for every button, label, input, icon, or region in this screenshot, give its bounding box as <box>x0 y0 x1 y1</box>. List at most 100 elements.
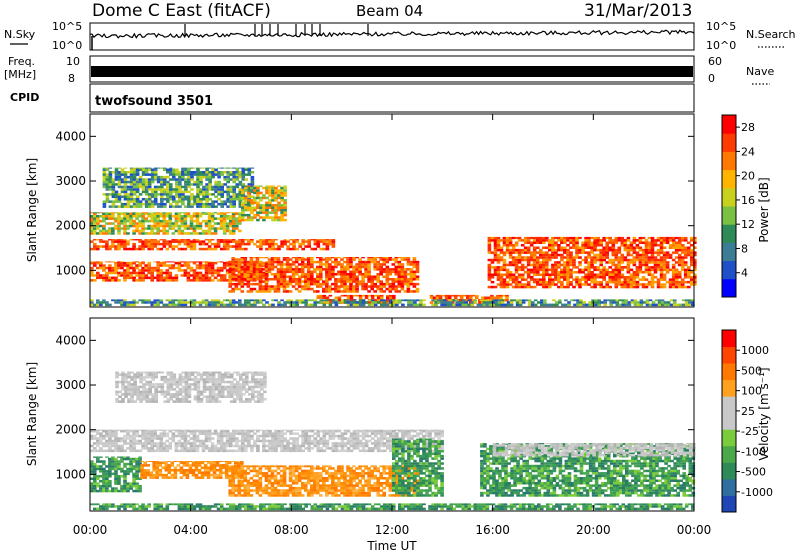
nsky-strip: N.Sky 10^5 10^0 10^5 10^0 N.Search <box>4 20 796 52</box>
echo-cell <box>195 219 200 223</box>
echo-cell <box>123 245 127 248</box>
echo-cell <box>105 229 109 233</box>
echo-cell <box>93 239 97 241</box>
echo-cell <box>279 260 284 264</box>
echo-cell <box>235 227 239 230</box>
echo-cell <box>280 216 284 219</box>
echo-cell <box>555 303 559 307</box>
echo-cell <box>391 280 396 283</box>
echo-cell <box>222 429 227 433</box>
echo-cell <box>656 280 661 284</box>
echo-cell <box>279 278 284 281</box>
echo-cell <box>524 299 529 302</box>
echo-cell <box>285 257 290 259</box>
echo-cell <box>219 215 224 218</box>
echo-cell <box>180 303 185 307</box>
echo-cell <box>520 276 525 279</box>
echo-cell <box>225 444 230 448</box>
echo-cell <box>599 271 603 274</box>
echo-cell <box>102 200 107 203</box>
echo-cell <box>614 266 619 269</box>
echo-cell <box>222 229 227 233</box>
echo-cell <box>207 247 212 251</box>
echo-cell <box>490 273 495 276</box>
echo-cell <box>186 439 191 443</box>
echo-cell <box>132 271 136 275</box>
echo-cell <box>102 183 107 186</box>
echo-cell <box>208 183 212 186</box>
echo-cell <box>129 447 133 450</box>
echo-cell <box>493 236 498 240</box>
echo-cell <box>189 232 194 235</box>
echo-cell <box>250 188 255 191</box>
echo-cell <box>310 275 314 278</box>
echo-cell <box>599 256 603 259</box>
echo-cell <box>205 190 209 194</box>
echo-cell <box>150 175 155 179</box>
echo-cell <box>147 227 151 230</box>
echo-cell <box>599 268 603 272</box>
echo-cell <box>132 193 137 196</box>
echo-cell <box>108 429 112 433</box>
echo-cell <box>545 236 549 240</box>
echo-cell <box>596 283 600 286</box>
echo-cell <box>229 173 233 176</box>
echo-cell <box>207 301 212 304</box>
echo-cell <box>328 278 332 281</box>
echo-cell <box>615 299 620 302</box>
echo-cell <box>105 168 110 171</box>
echo-cell <box>659 251 664 254</box>
echo-cell <box>511 256 516 259</box>
echo-cell <box>171 434 176 438</box>
echo-cell <box>216 442 221 445</box>
echo-cell <box>397 282 402 286</box>
echo-cell <box>129 219 133 223</box>
echo-cell <box>343 270 347 274</box>
echo-cell <box>443 301 447 304</box>
echo-cell <box>256 264 260 267</box>
echo-cell <box>494 299 499 302</box>
echo-cell <box>105 271 109 275</box>
echo-cell <box>593 280 597 284</box>
echo-cell <box>325 287 329 291</box>
echo-cell <box>295 442 299 445</box>
echo-cell <box>171 227 176 230</box>
echo-cell <box>192 227 197 230</box>
echo-cell <box>520 268 525 272</box>
echo-cell <box>238 245 242 248</box>
echo-cell <box>576 299 580 302</box>
echo-cell <box>165 242 170 246</box>
echo-cell <box>539 251 543 254</box>
echo-cell <box>370 294 375 297</box>
echo-cell <box>297 275 302 278</box>
echo-cell <box>273 285 278 288</box>
echo-cell <box>150 434 154 438</box>
echo-cell <box>285 275 290 278</box>
echo-cell <box>274 429 278 431</box>
echo-cell <box>241 168 246 171</box>
echo-cell <box>566 266 570 269</box>
echo-cell <box>172 173 176 176</box>
echo-cell <box>171 245 176 248</box>
power-cells <box>90 167 697 307</box>
echo-cell <box>222 447 227 450</box>
echo-cell <box>590 256 594 259</box>
echo-cell <box>379 303 384 307</box>
echo-cell <box>135 429 139 431</box>
echo-cell <box>277 201 281 205</box>
echo-cell <box>231 227 236 230</box>
echo-cell <box>267 278 272 281</box>
echo-cell <box>337 287 341 291</box>
echo-cell <box>394 287 399 291</box>
echo-cell <box>319 273 323 276</box>
freq-label: Freq. <box>8 55 35 68</box>
echo-cell <box>472 294 476 297</box>
freq-strip: Freq. [MHz] 10 8 60 0 Nave <box>4 55 774 85</box>
echo-cell <box>147 447 151 450</box>
echo-cell <box>252 270 257 274</box>
echo-cell <box>241 218 245 222</box>
echo-cell <box>325 447 330 450</box>
echo-cell <box>554 271 558 274</box>
echo-cell <box>508 271 513 274</box>
echo-cell <box>687 246 691 249</box>
